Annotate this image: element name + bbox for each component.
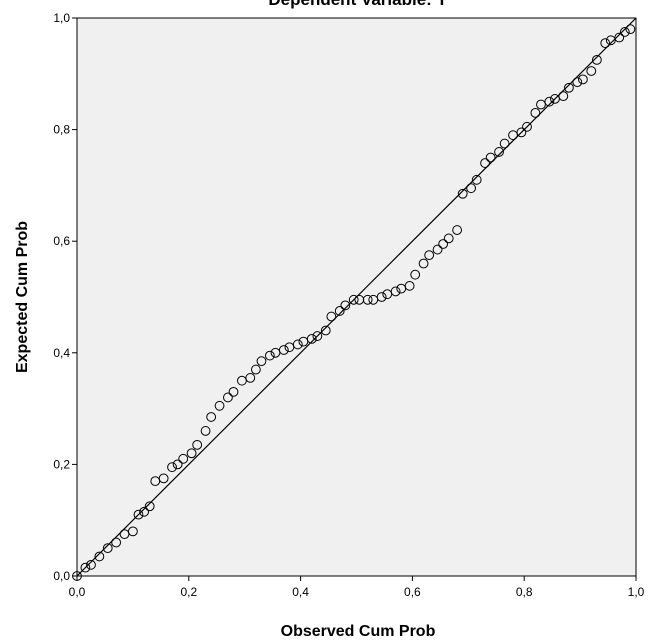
- data-point: [326, 311, 337, 322]
- data-point: [614, 32, 625, 43]
- data-point: [278, 345, 289, 355]
- data-point: [250, 364, 261, 375]
- data-point: [619, 27, 630, 37]
- data-point: [522, 121, 532, 132]
- data-point: [625, 24, 636, 35]
- data-point: [245, 373, 256, 383]
- data-point: [530, 107, 541, 118]
- data-point: [424, 250, 435, 261]
- data-point: [471, 174, 482, 185]
- data-point: [172, 459, 183, 470]
- axis-ticks: 0,0 0,2 0,4 0,6 0,8 1,0 0,0 0,2 0,4 0,6 0,8 1,0: [53, 11, 644, 599]
- data-point: [572, 77, 583, 88]
- data-point: [600, 38, 611, 49]
- data-point: [72, 571, 82, 581]
- data-point: [452, 225, 463, 235]
- data-point: [80, 562, 91, 573]
- data-point: [200, 426, 211, 436]
- data-point: [144, 501, 155, 512]
- y-tick-label: 0,0: [53, 569, 70, 583]
- x-tick-label: 0,2: [180, 585, 197, 599]
- data-point: [158, 473, 169, 484]
- data-point: [102, 543, 113, 553]
- x-tick-label: 0,0: [69, 585, 86, 599]
- data-point: [292, 339, 303, 350]
- x-tick-label: 0,6: [404, 585, 421, 599]
- data-point: [86, 559, 96, 570]
- data-point: [256, 356, 267, 367]
- data-point: [334, 306, 345, 316]
- data-point: [228, 386, 239, 397]
- data-point: [206, 412, 217, 422]
- data-point: [312, 331, 323, 341]
- data-point: [128, 526, 138, 537]
- data-point: [480, 158, 490, 168]
- data-points: [72, 24, 636, 581]
- y-tick-label: 0,8: [53, 123, 70, 137]
- reference-line: [76, 17, 637, 577]
- data-point: [432, 244, 443, 255]
- data-point: [404, 280, 415, 291]
- y-tick-label: 1,0: [53, 11, 70, 25]
- data-point: [577, 74, 588, 85]
- data-point: [494, 147, 504, 157]
- data-point: [466, 183, 476, 194]
- data-point: [410, 269, 421, 280]
- data-point: [443, 233, 454, 244]
- data-point: [418, 258, 429, 269]
- x-tick-label: 1,0: [628, 585, 645, 599]
- data-point: [586, 66, 597, 76]
- data-point: [516, 127, 527, 138]
- x-axis-label: Observed Cum Prob: [281, 623, 436, 640]
- data-point: [178, 453, 189, 464]
- x-tick-label: 0,4: [292, 585, 309, 599]
- data-point: [499, 138, 510, 149]
- y-tick-label: 0,6: [53, 234, 70, 248]
- data-point: [264, 350, 275, 361]
- data-point: [348, 294, 359, 305]
- data-point: [139, 506, 149, 517]
- y-axis-label: Expected Cum Prob: [14, 221, 31, 373]
- x-tick-label: 0,8: [516, 585, 533, 599]
- data-point: [457, 188, 468, 199]
- data-point: [186, 448, 197, 459]
- data-point: [390, 286, 401, 297]
- data-point: [214, 400, 225, 411]
- y-tick-label: 0,2: [53, 457, 70, 471]
- data-point: [192, 439, 203, 450]
- data-point: [376, 292, 387, 302]
- data-point: [167, 462, 177, 473]
- data-point: [320, 325, 331, 336]
- y-tick-label: 0,4: [53, 346, 70, 360]
- data-point: [111, 537, 122, 548]
- data-point: [94, 551, 105, 562]
- data-point: [591, 54, 602, 65]
- data-point: [133, 509, 144, 520]
- data-point: [485, 152, 496, 163]
- data-point: [340, 300, 351, 311]
- data-point: [362, 294, 373, 305]
- data-point: [558, 91, 569, 102]
- data-point: [223, 392, 233, 403]
- data-point: [544, 96, 555, 107]
- data-point: [306, 333, 317, 344]
- chart-title: Dependent Variable: Y: [268, 0, 448, 9]
- data-point: [564, 82, 574, 93]
- data-point: [438, 239, 449, 249]
